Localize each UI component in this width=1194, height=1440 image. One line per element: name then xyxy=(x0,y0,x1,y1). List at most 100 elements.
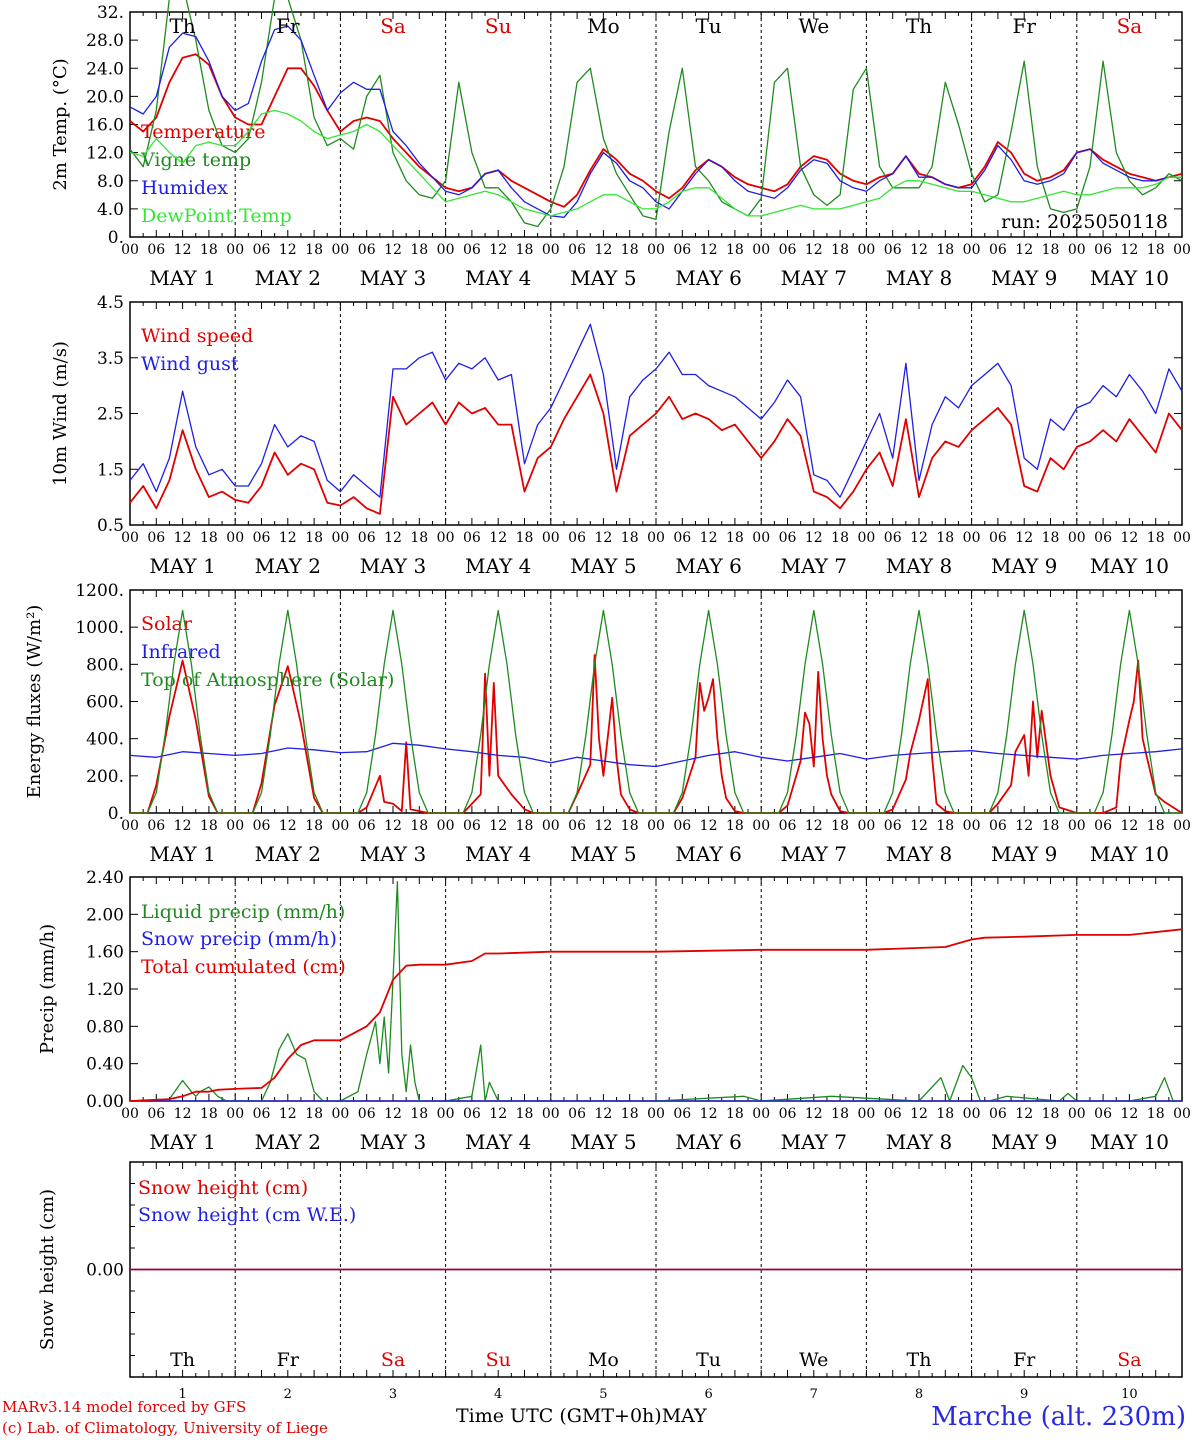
y-axis-label: Snow height (cm) xyxy=(37,1189,58,1350)
hour-tick-label: 00 xyxy=(437,1106,455,1122)
hour-tick-label: 12 xyxy=(700,818,718,834)
y-tick-label: 1200. xyxy=(75,581,124,601)
day-number-label: 1 xyxy=(178,1387,186,1402)
hour-tick-label: 12 xyxy=(805,242,823,258)
weekday-label: Mo xyxy=(587,14,620,38)
hour-tick-label: 06 xyxy=(884,818,902,834)
hour-tick-label: 06 xyxy=(779,242,797,258)
hour-tick-label: 12 xyxy=(174,818,192,834)
y-tick-label: 4.0 xyxy=(97,200,124,220)
hour-tick-label: 12 xyxy=(174,1106,192,1122)
hour-tick-label: 00 xyxy=(752,818,770,834)
hour-tick-label: 00 xyxy=(857,1106,875,1122)
hour-tick-label: 06 xyxy=(358,1106,376,1122)
hour-tick-label: 18 xyxy=(831,818,849,834)
date-label: MAY 7 xyxy=(781,1130,847,1154)
hour-tick-label: 18 xyxy=(1042,530,1060,546)
hour-tick-label: 12 xyxy=(700,1106,718,1122)
hour-tick-label: 06 xyxy=(989,530,1007,546)
hour-tick-label: 18 xyxy=(1042,1106,1060,1122)
hour-tick-label: 12 xyxy=(805,1106,823,1122)
hour-tick-label: 00 xyxy=(121,818,139,834)
hour-tick-label: 00 xyxy=(963,242,981,258)
y-tick-label: 24.0 xyxy=(86,59,124,79)
weekday-label: Tu xyxy=(695,14,721,38)
lab-credit: (c) Lab. of Climatology, University of L… xyxy=(2,1419,328,1437)
date-label: MAY 4 xyxy=(465,1130,531,1154)
hour-tick-label: 06 xyxy=(989,242,1007,258)
hour-tick-label: 18 xyxy=(621,1106,639,1122)
date-label: MAY 4 xyxy=(465,554,531,578)
date-label: MAY 5 xyxy=(570,842,636,866)
legend-entry: Wind gust xyxy=(141,353,239,375)
series-line-dewpoint-temp xyxy=(129,109,1182,217)
date-label: MAY 3 xyxy=(360,1130,426,1154)
hour-tick-label: 06 xyxy=(884,242,902,258)
legend-entry: DewPoint Temp xyxy=(141,205,292,227)
hour-tick-label: 06 xyxy=(779,1106,797,1122)
y-axis-label: 2m Temp. (°C) xyxy=(50,58,71,190)
date-label: MAY 9 xyxy=(991,554,1057,578)
hour-tick-label: 18 xyxy=(410,818,428,834)
date-label: MAY 1 xyxy=(149,842,215,866)
hour-tick-label: 00 xyxy=(647,818,665,834)
hour-tick-label: 00 xyxy=(752,530,770,546)
weekday-label: Tu xyxy=(696,1349,721,1371)
hour-tick-label: 12 xyxy=(384,242,402,258)
y-tick-label: 1.20 xyxy=(86,980,124,1000)
hour-tick-label: 12 xyxy=(174,242,192,258)
y-tick-label: 0.00 xyxy=(86,1261,124,1281)
hour-tick-label: 18 xyxy=(305,818,323,834)
hour-tick-label: 18 xyxy=(1042,242,1060,258)
y-tick-label: 400. xyxy=(86,730,124,750)
date-label: MAY 10 xyxy=(1090,266,1169,290)
hour-tick-label: 12 xyxy=(279,1106,297,1122)
weekday-label: Su xyxy=(486,1349,511,1371)
date-label: MAY 7 xyxy=(781,554,847,578)
hour-tick-label: 18 xyxy=(621,242,639,258)
date-label: MAY 6 xyxy=(675,554,741,578)
hour-tick-label: 00 xyxy=(121,242,139,258)
series-line-infrared xyxy=(129,742,1183,768)
hour-tick-label: 06 xyxy=(358,242,376,258)
date-label: MAY 3 xyxy=(360,842,426,866)
day-number-label: 3 xyxy=(389,1387,397,1402)
hour-tick-label: 06 xyxy=(568,818,586,834)
hour-tick-label: 00 xyxy=(331,818,349,834)
hour-tick-label: 00 xyxy=(647,242,665,258)
hour-tick-label: 06 xyxy=(1094,1106,1112,1122)
date-label: MAY 6 xyxy=(675,1130,741,1154)
hour-tick-label: 12 xyxy=(1015,242,1033,258)
hour-tick-label: 00 xyxy=(647,1106,665,1122)
hour-tick-label: 00 xyxy=(331,242,349,258)
day-number-label: 2 xyxy=(284,1387,292,1402)
hour-tick-label: 00 xyxy=(1173,242,1191,258)
hour-tick-label: 18 xyxy=(1147,242,1165,258)
weekday-label: We xyxy=(798,14,829,38)
date-label: MAY 10 xyxy=(1090,842,1169,866)
hour-tick-label: 12 xyxy=(1120,242,1138,258)
hour-tick-label: 12 xyxy=(594,818,612,834)
hour-tick-label: 00 xyxy=(437,530,455,546)
series-line-vigne-temp xyxy=(129,0,1183,228)
hour-tick-label: 06 xyxy=(673,1106,691,1122)
y-tick-label: 4.5 xyxy=(97,293,124,313)
hour-tick-label: 18 xyxy=(200,242,218,258)
day-number-label: 7 xyxy=(810,1387,818,1402)
legend-entry: Humidex xyxy=(141,177,228,199)
hour-tick-label: 18 xyxy=(621,530,639,546)
hour-tick-label: 06 xyxy=(147,242,165,258)
hour-tick-label: 12 xyxy=(805,818,823,834)
series-line-wind-gust xyxy=(129,323,1183,498)
weekday-label: Fr xyxy=(276,14,300,38)
y-tick-label: 200. xyxy=(86,767,124,787)
time-axis-label: Time UTC (GMT+0h)MAY xyxy=(456,1405,707,1427)
day-number-label: 10 xyxy=(1121,1387,1138,1402)
hour-tick-label: 12 xyxy=(279,530,297,546)
weekday-label: Fr xyxy=(277,1349,300,1371)
panel-1: 0. 4.0 8.0 12.0 16.0 20.0 24.0 28.0 32. 2m Temp. … xyxy=(50,0,1191,290)
y-tick-label: 2.40 xyxy=(86,868,124,888)
date-label: MAY 9 xyxy=(991,266,1057,290)
hour-tick-label: 06 xyxy=(568,530,586,546)
y-tick-label: 0. xyxy=(108,804,124,824)
